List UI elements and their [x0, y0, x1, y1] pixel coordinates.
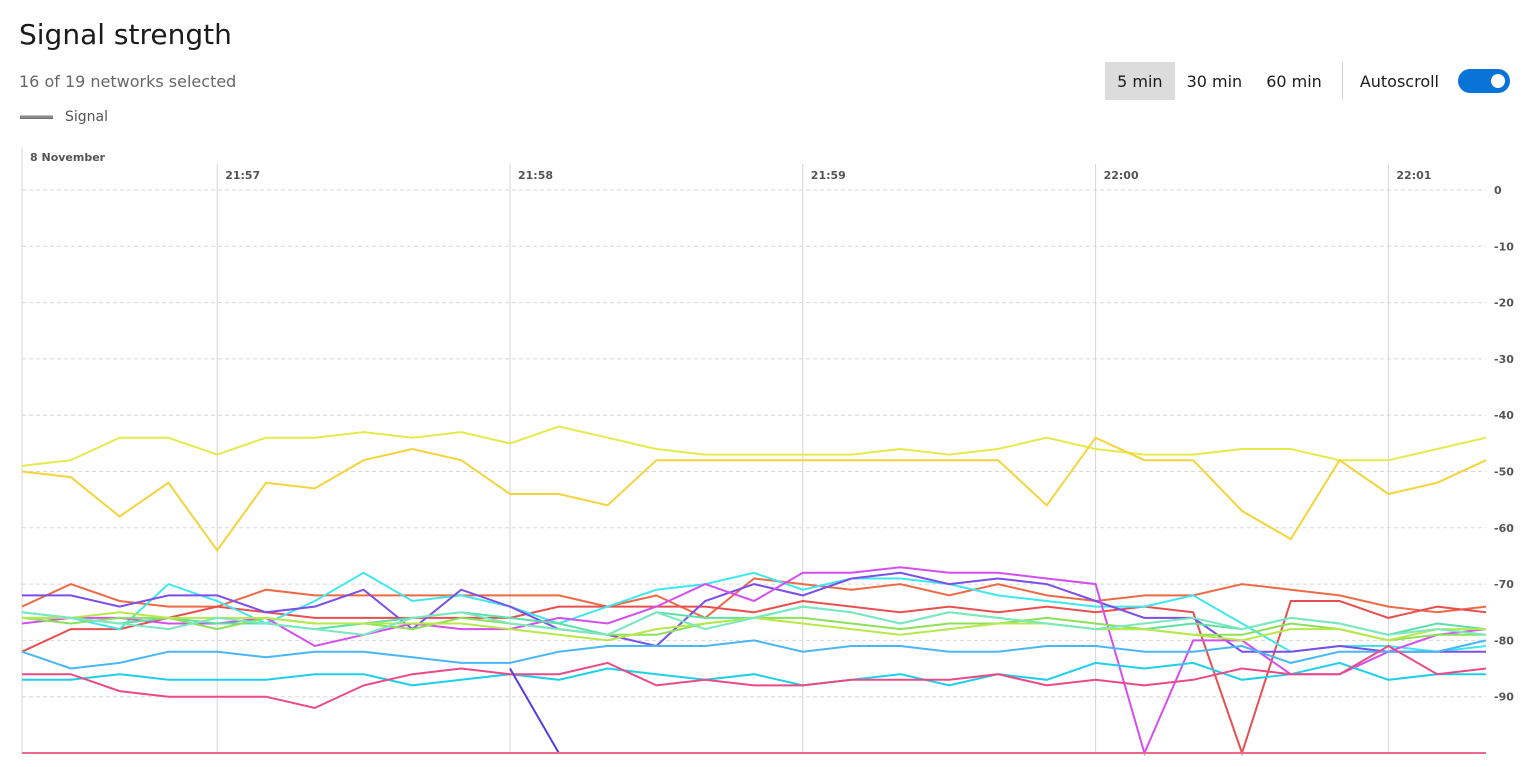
chart-legend: Signal: [20, 109, 108, 125]
networks-selected-count: 16 of 19 networks selected: [19, 72, 237, 91]
autoscroll-label: Autoscroll: [1359, 71, 1439, 91]
signal-series-line-14: [22, 644, 1487, 710]
y-tick-label: 0: [1494, 184, 1502, 197]
signal-series-line-7: [21, 566, 1487, 756]
y-tick-label: -20: [1494, 297, 1514, 310]
signal-series-line-10: [22, 611, 1486, 642]
signal-series-line-1: [21, 425, 1487, 467]
signal-series-line-13: [22, 661, 1486, 687]
range-60-min-button[interactable]: 60 min: [1266, 71, 1322, 91]
signal-series-line-2: [21, 436, 1487, 553]
x-tick-label: 21:59: [811, 169, 846, 182]
page-title: Signal strength: [19, 18, 232, 51]
y-tick-label: -50: [1494, 466, 1514, 479]
y-tick-label: -80: [1494, 634, 1514, 647]
y-tick-label: -40: [1494, 409, 1514, 422]
signal-series-line-12: [21, 639, 1487, 670]
signal-series-line-6: [22, 571, 1486, 653]
toolbar-divider: [1341, 62, 1343, 100]
range-5-min-button[interactable]: 5 min: [1105, 62, 1175, 100]
legend-label-signal: Signal: [65, 109, 109, 125]
chart-series: [21, 425, 1487, 757]
range-30-min-button[interactable]: 30 min: [1186, 71, 1243, 91]
autoscroll-toggle[interactable]: [1458, 69, 1510, 93]
chart-grid: [21, 148, 1486, 754]
autoscroll-toggle-knob: [1491, 74, 1505, 88]
y-tick-label: -10: [1494, 240, 1514, 253]
x-tick-label: 21:58: [518, 169, 553, 182]
signal-series-line-15: [509, 667, 560, 754]
y-tick-label: -30: [1494, 353, 1514, 366]
date-label: 8 November: [30, 151, 106, 164]
signal-series-line-11: [21, 605, 1487, 636]
x-tick-label: 21:57: [225, 169, 260, 182]
y-tick-label: -70: [1494, 578, 1514, 591]
chart-labels: 8 November 0 -10 -20 -30 -40 -50 -60 -70 -80 -90 21…: [30, 151, 1514, 704]
signal-series-line-3: [21, 577, 1487, 620]
x-tick-label: 22:01: [1396, 169, 1431, 182]
legend-swatch-signal: [20, 115, 53, 119]
x-tick-label: 22:00: [1104, 169, 1139, 182]
y-tick-label: -60: [1494, 522, 1514, 535]
chart-toolbar: 5 min 30 min 60 min Autoscroll: [1105, 62, 1510, 100]
y-tick-label: -90: [1494, 691, 1514, 704]
